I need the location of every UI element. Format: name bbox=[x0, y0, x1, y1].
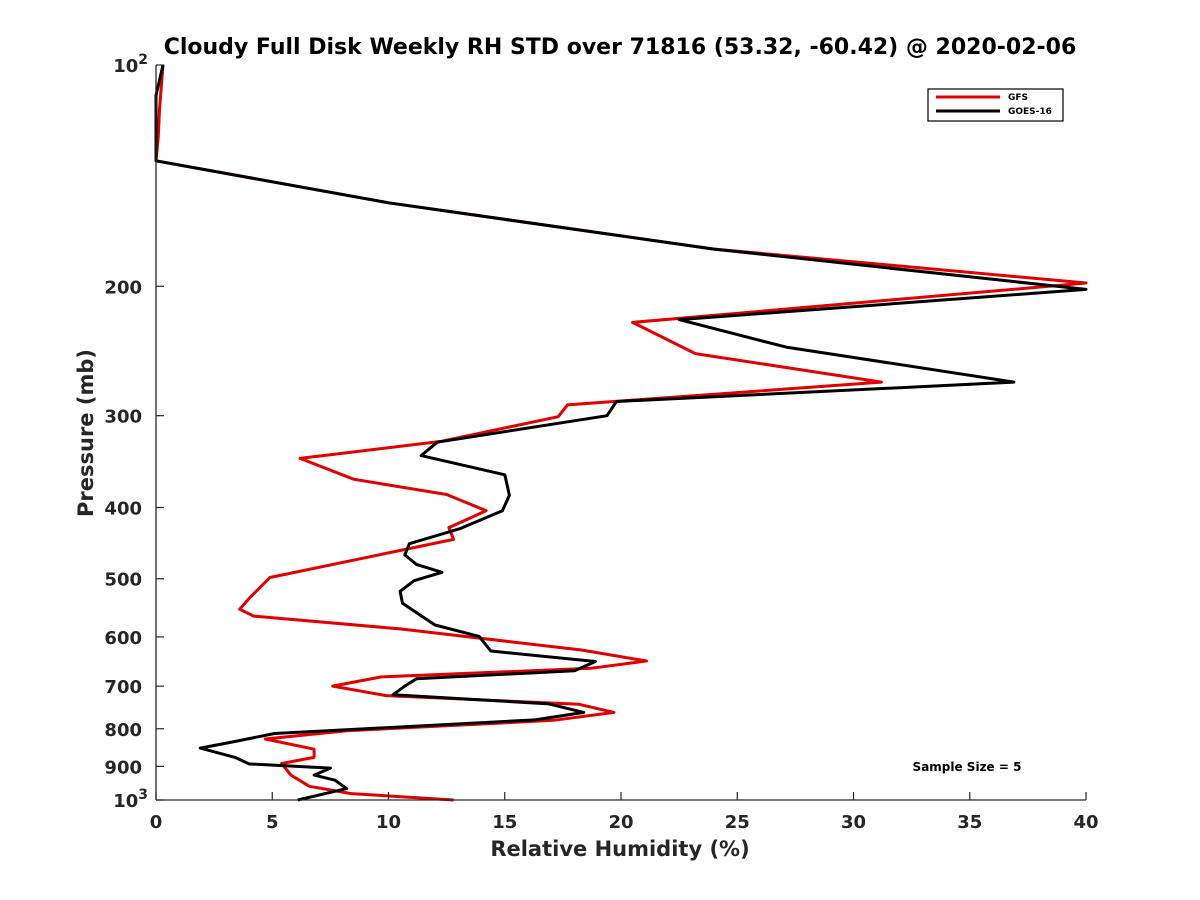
y-tick-label: 200 bbox=[104, 277, 142, 298]
y-axis: 102 200 300 400 500 600 700 800 900 103 bbox=[104, 52, 164, 812]
x-tick-label: 5 bbox=[266, 812, 279, 833]
y-tick-label: 102 bbox=[113, 52, 148, 77]
x-tick-label: 40 bbox=[1073, 812, 1098, 833]
plot-area bbox=[154, 64, 1088, 802]
y-tick-label: 800 bbox=[104, 720, 142, 741]
legend-label-gfs: GFS bbox=[1008, 93, 1028, 103]
x-tick-label: 15 bbox=[492, 812, 517, 833]
x-tick-label: 25 bbox=[725, 812, 750, 833]
x-tick-label: 10 bbox=[376, 812, 401, 833]
legend-label-goes16: GOES-16 bbox=[1008, 107, 1052, 117]
y-tick-label: 300 bbox=[104, 407, 142, 428]
y-tick-label: 900 bbox=[104, 757, 142, 778]
x-tick-label: 0 bbox=[150, 812, 163, 833]
x-tick-label: 35 bbox=[957, 812, 982, 833]
y-axis-label: Pressure (mb) bbox=[74, 349, 98, 517]
x-axis: 0 5 10 15 20 25 30 35 40 bbox=[150, 792, 1099, 833]
y-tick-label: 400 bbox=[104, 499, 142, 520]
legend: GFS GOES-16 bbox=[927, 88, 1064, 122]
x-tick-label: 20 bbox=[608, 812, 633, 833]
x-axis-label: Relative Humidity (%) bbox=[490, 837, 749, 861]
y-tick-label: 600 bbox=[104, 628, 142, 649]
series-line-goes16 bbox=[154, 64, 1088, 802]
y-tick-label: 103 bbox=[113, 787, 148, 812]
series-line-gfs bbox=[154, 64, 1088, 802]
sample-size-annotation: Sample Size = 5 bbox=[913, 760, 1022, 774]
chart-title: Cloudy Full Disk Weekly RH STD over 7181… bbox=[164, 35, 1077, 60]
x-tick-label: 30 bbox=[841, 812, 866, 833]
y-tick-label: 500 bbox=[104, 570, 142, 591]
legend-box bbox=[927, 88, 1064, 122]
y-tick-label: 700 bbox=[104, 677, 142, 698]
